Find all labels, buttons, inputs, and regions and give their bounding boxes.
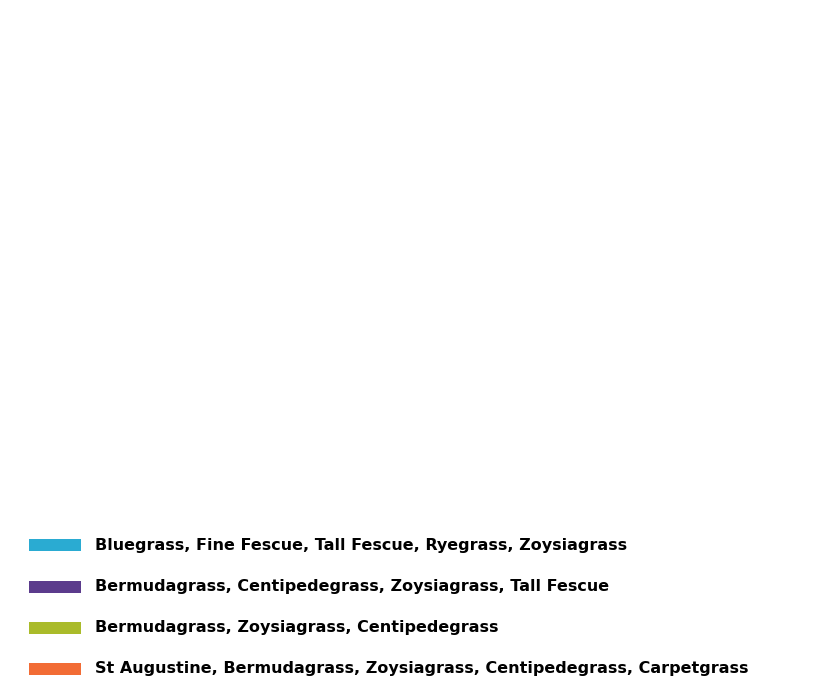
Text: Bermudagrass, Centipedegrass, Zoysiagrass, Tall Fescue: Bermudagrass, Centipedegrass, Zoysiagras…: [95, 579, 609, 594]
Bar: [29, 663, 80, 675]
Bar: [29, 580, 80, 593]
Bar: [29, 622, 80, 634]
Bar: [29, 539, 80, 552]
Text: St Augustine, Bermudagrass, Zoysiagrass, Centipedegrass, Carpetgrass: St Augustine, Bermudagrass, Zoysiagrass,…: [95, 661, 748, 676]
Text: Bermudagrass, Zoysiagrass, Centipedegrass: Bermudagrass, Zoysiagrass, Centipedegras…: [95, 620, 498, 635]
Text: Bluegrass, Fine Fescue, Tall Fescue, Ryegrass, Zoysiagrass: Bluegrass, Fine Fescue, Tall Fescue, Rye…: [95, 538, 627, 553]
